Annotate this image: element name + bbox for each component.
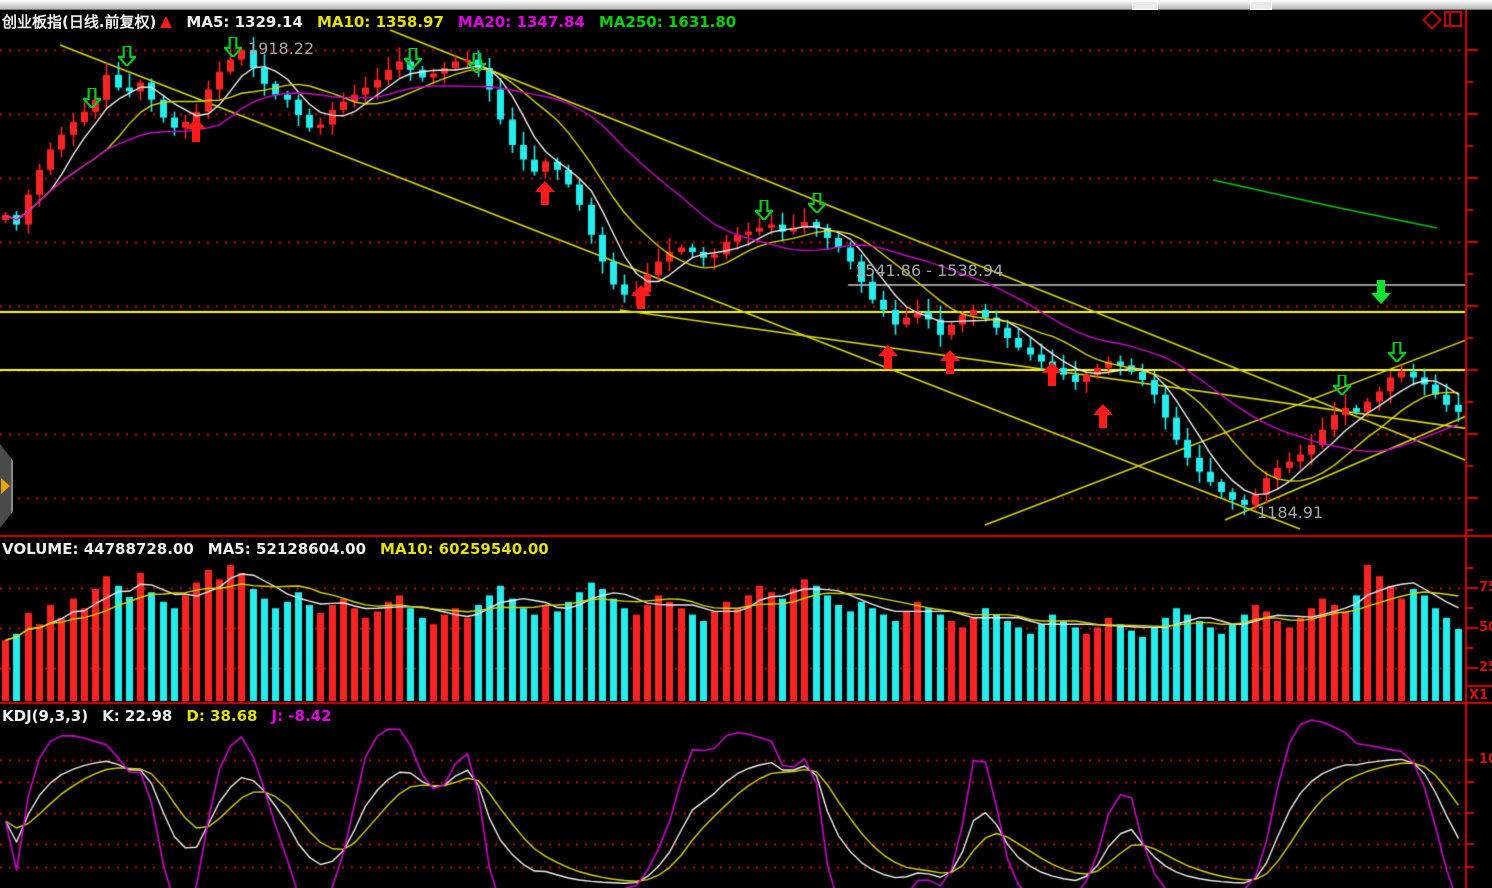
buy-signal-arrow: [186, 118, 206, 142]
main-pane-header: 创业板指(日线.前复权) MA5: 1329.14 MA10: 1358.97 MA2…: [2, 11, 750, 32]
instrument-title: 创业板指(日线.前复权): [2, 13, 157, 31]
titlebar: [0, 0, 1492, 10]
volume-ma10-value: MA10: 60259540.00: [380, 540, 549, 558]
ma5-value: MA5: 1329.14: [186, 13, 303, 31]
low-price-label: 1184.91: [1257, 503, 1324, 522]
buy-signal-arrow: [535, 181, 555, 205]
kdj-k-value: K: 22.98: [102, 707, 173, 725]
sell-signal-arrow: [116, 44, 138, 68]
ma10-value: MA10: 1358.97: [316, 13, 444, 31]
sell-signal-arrow: [81, 86, 103, 110]
sell-signal-arrow: [222, 35, 244, 59]
ma20-value: MA20: 1347.84: [457, 13, 585, 31]
volume-ma5-value: MA5: 52128604.00: [207, 540, 367, 558]
expand-arrow-icon: [1, 478, 10, 494]
buy-signal-arrow: [1093, 404, 1113, 428]
volume-axis-label: 75: [1479, 580, 1492, 595]
volume-axis-label: 25: [1479, 660, 1492, 675]
split-window-icon[interactable]: [1444, 11, 1462, 27]
buy-signal-arrow: [878, 345, 898, 369]
sell-signal-arrow: [466, 51, 488, 75]
titlebar-segment: [1132, 1, 1158, 10]
volume-pane-header: VOLUME: 44788728.00 MA5: 52128604.00 MA10:…: [2, 540, 563, 558]
split-window-icon-inner: [1449, 13, 1451, 25]
sell-signal-arrow: [402, 46, 424, 70]
buy-signal-arrow: [1042, 362, 1062, 386]
ma250-value: MA250: 1631.80: [598, 13, 737, 31]
sell-signal-arrow: [1331, 373, 1353, 397]
kdj-j-value: J: -8.42: [271, 707, 332, 725]
volume-axis-label: 50: [1479, 620, 1492, 635]
volume-multiplier-label: X1: [1469, 688, 1489, 703]
buy-signal-arrow: [631, 285, 651, 309]
gap-range-label: 1541.86 - 1538.94: [855, 261, 1004, 280]
sell-signal-arrow: [1386, 340, 1408, 364]
kdj-axis-label: 100: [1479, 752, 1492, 767]
sell-signal-arrow: [806, 191, 828, 215]
titlebar-segment: [1250, 1, 1272, 10]
peak-price-label: 1918.22: [248, 39, 315, 58]
sidebar-expand-handle[interactable]: [0, 444, 13, 528]
volume-value: VOLUME: 44788728.00: [2, 540, 194, 558]
kdj-title: KDJ(9,3,3): [2, 707, 89, 725]
up-arrow-icon: [160, 15, 173, 28]
alert-down-arrow: [1370, 280, 1392, 304]
sell-signal-arrow: [753, 198, 775, 222]
buy-signal-arrow: [940, 350, 960, 374]
kdj-d-value: D: 38.68: [186, 707, 258, 725]
kdj-pane-header: KDJ(9,3,3) K: 22.98 D: 38.68 J: -8.42: [2, 707, 346, 725]
